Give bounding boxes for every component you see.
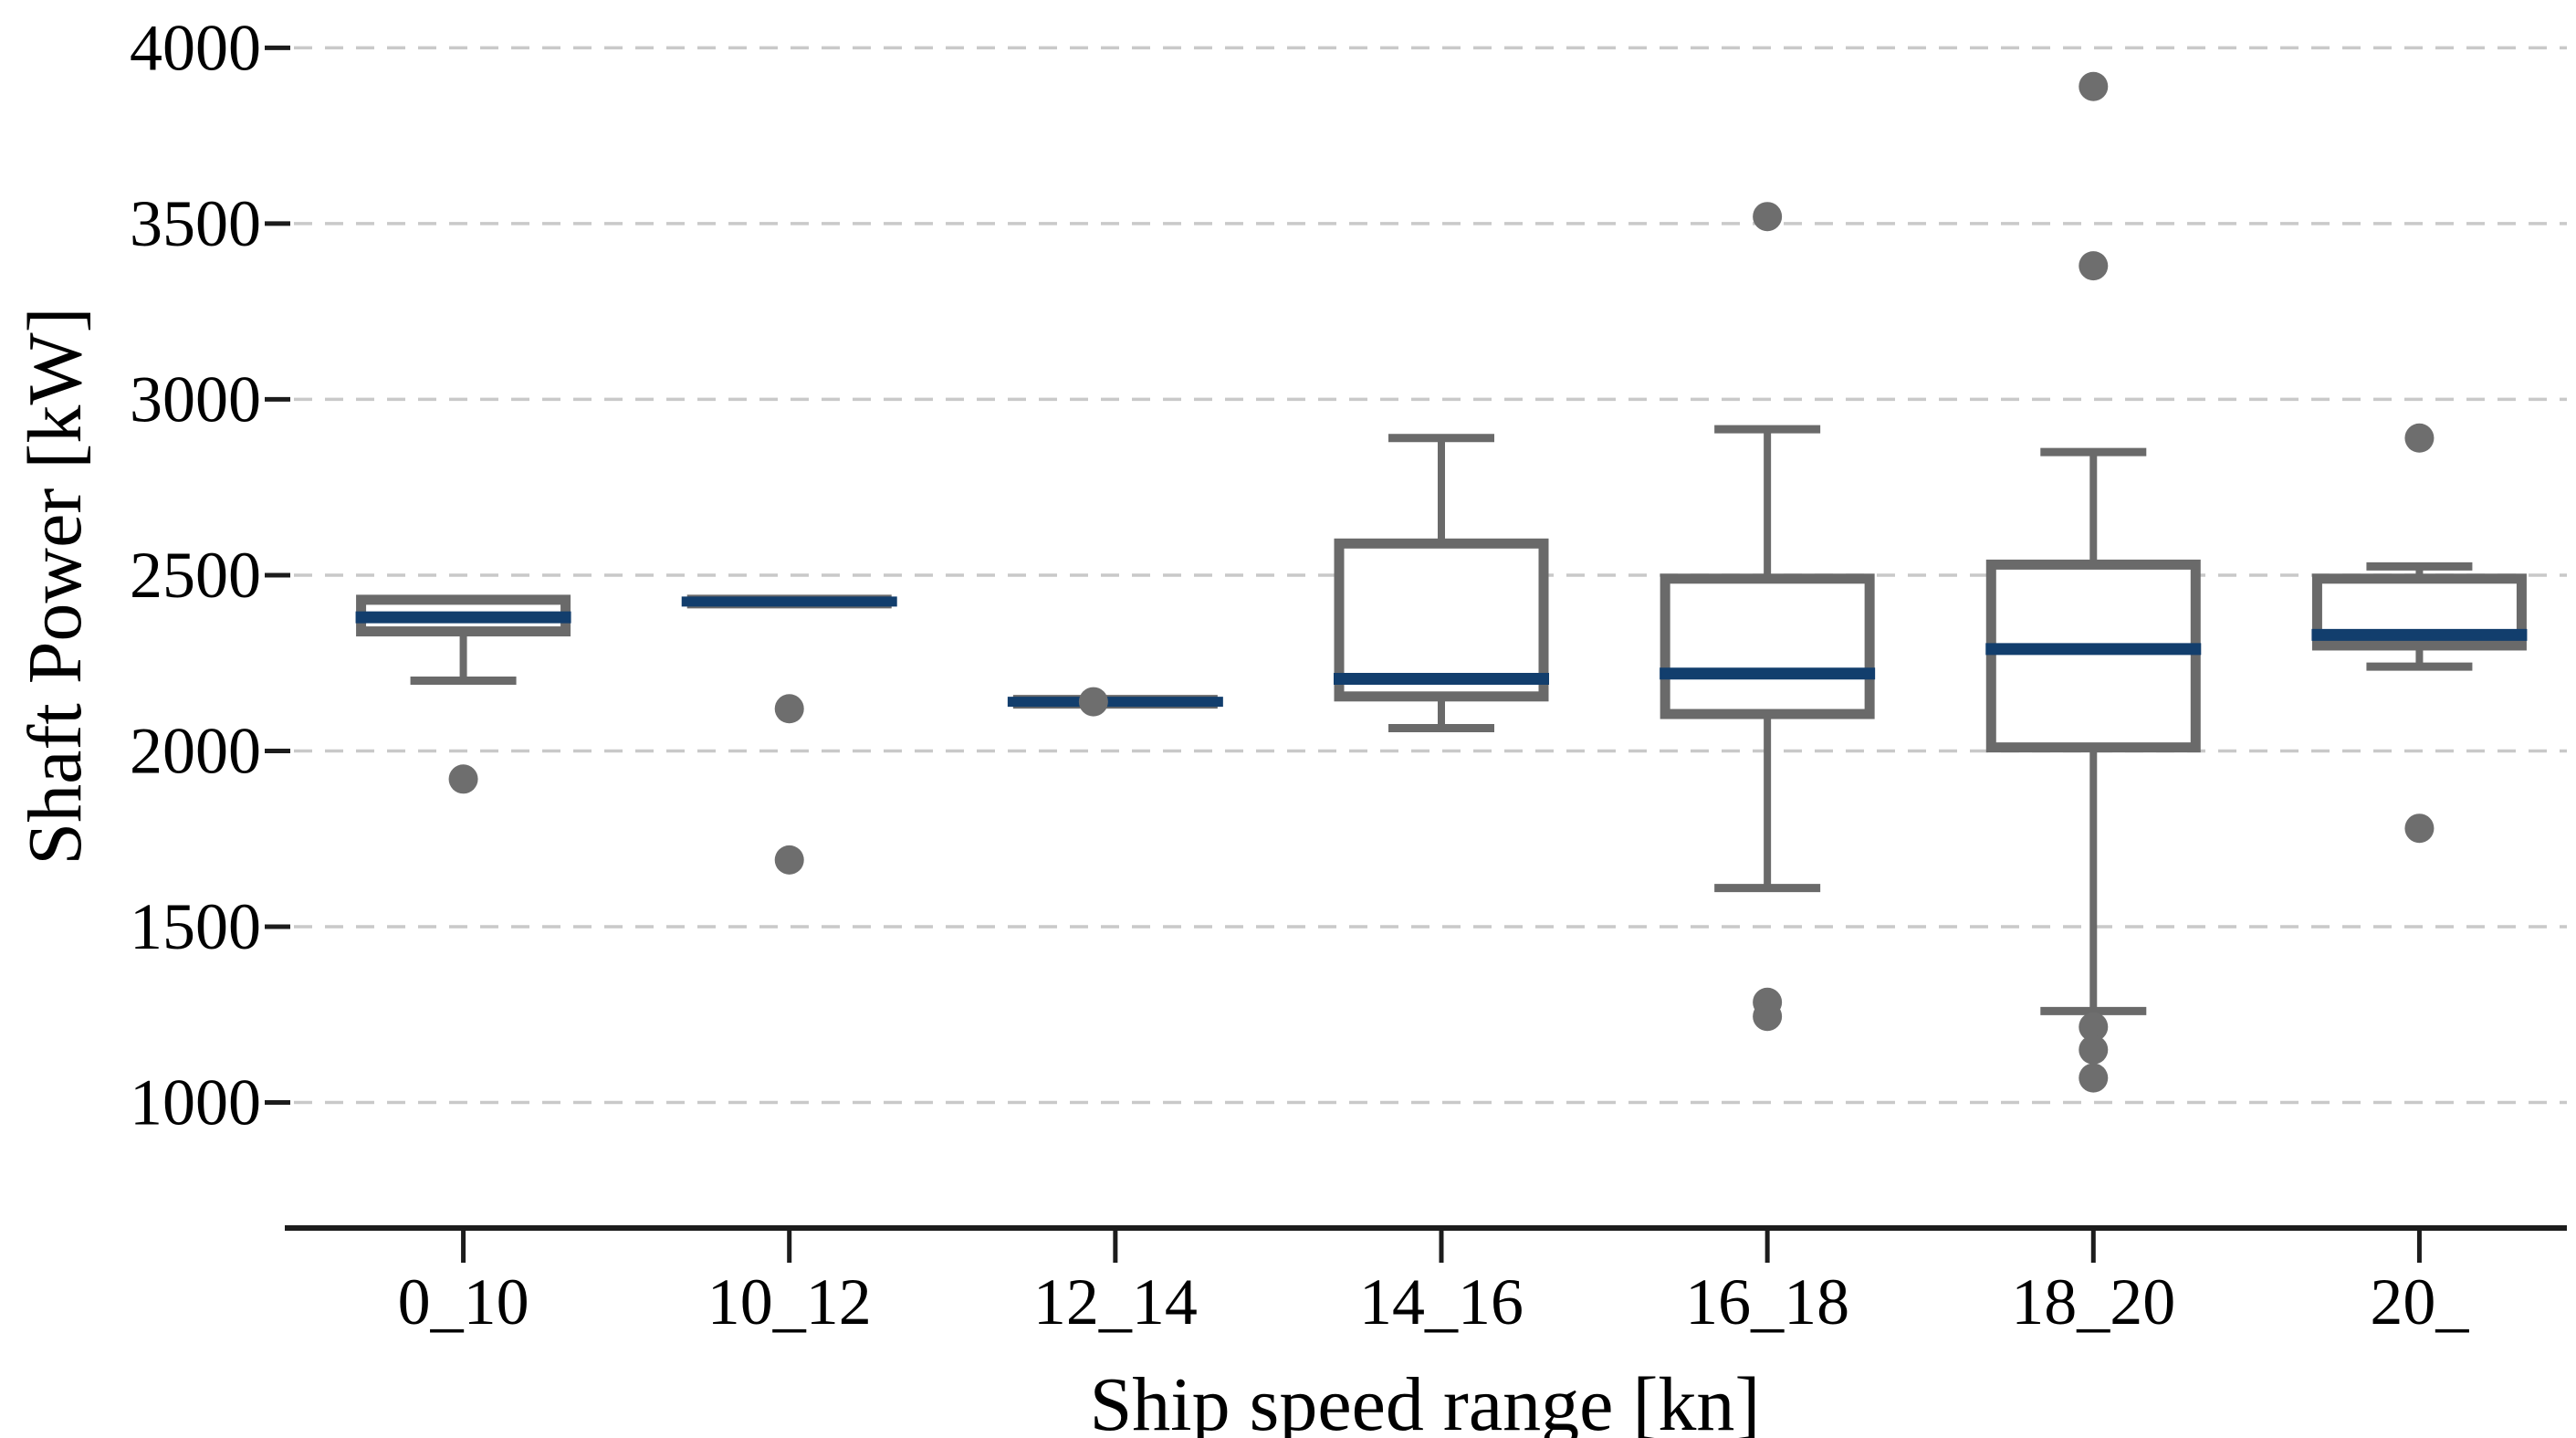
box-group-10_12 — [681, 594, 897, 875]
outlier-dot — [774, 845, 804, 875]
box-rect — [1334, 538, 1549, 702]
y-tick-label: 2500 — [130, 539, 261, 612]
x-tick-label: 18_20 — [2011, 1265, 2175, 1338]
outlier-dot — [2079, 71, 2109, 101]
y-tick-label: 3500 — [130, 187, 261, 260]
box-rect — [1985, 559, 2201, 753]
outlier-dot — [2079, 1034, 2109, 1065]
y-tick-label: 2000 — [130, 714, 261, 787]
x-tick-label: 14_16 — [1359, 1265, 1524, 1338]
outlier-dot — [1078, 687, 1108, 717]
outlier-dot — [448, 764, 478, 794]
x-tick-label: 12_14 — [1033, 1265, 1198, 1338]
box-group-0_10 — [355, 594, 571, 794]
outlier-dot — [2404, 813, 2435, 844]
outlier-dot — [2079, 1012, 2109, 1042]
x-axis-title: Ship speed range [kn] — [1090, 1362, 1761, 1438]
x-tick-label: 0_10 — [398, 1265, 529, 1338]
y-tick-label: 1000 — [130, 1066, 261, 1139]
outlier-dot — [774, 694, 804, 724]
box-series — [355, 71, 2528, 1093]
y-tick-label: 3000 — [130, 362, 261, 436]
outlier-dot — [2079, 251, 2109, 281]
box-group-20_ — [2311, 423, 2528, 844]
x-tick-label: 10_12 — [707, 1265, 872, 1338]
y-tick-label: 1500 — [130, 890, 261, 963]
box-group-16_18 — [1660, 202, 1876, 1032]
x-tick-label: 16_18 — [1685, 1265, 1849, 1338]
box-group-14_16 — [1334, 434, 1549, 732]
outlier-dot — [2079, 1063, 2109, 1093]
y-axis-title: Shaft Power [kW] — [13, 307, 98, 865]
outlier-dot — [1753, 202, 1783, 232]
outlier-dot — [2404, 423, 2435, 453]
y-tick-label: 4000 — [130, 11, 261, 84]
axes: 1000 1500 2000 2500 3000 3500 4000 0_10 10_12 12_… — [130, 11, 2567, 1338]
outlier-dot — [1753, 1002, 1783, 1032]
x-tick-label: 20_ — [2370, 1265, 2469, 1338]
box-group-12_14 — [1007, 687, 1223, 717]
box-group-18_20 — [1985, 71, 2202, 1093]
box-rect — [1660, 573, 1875, 719]
